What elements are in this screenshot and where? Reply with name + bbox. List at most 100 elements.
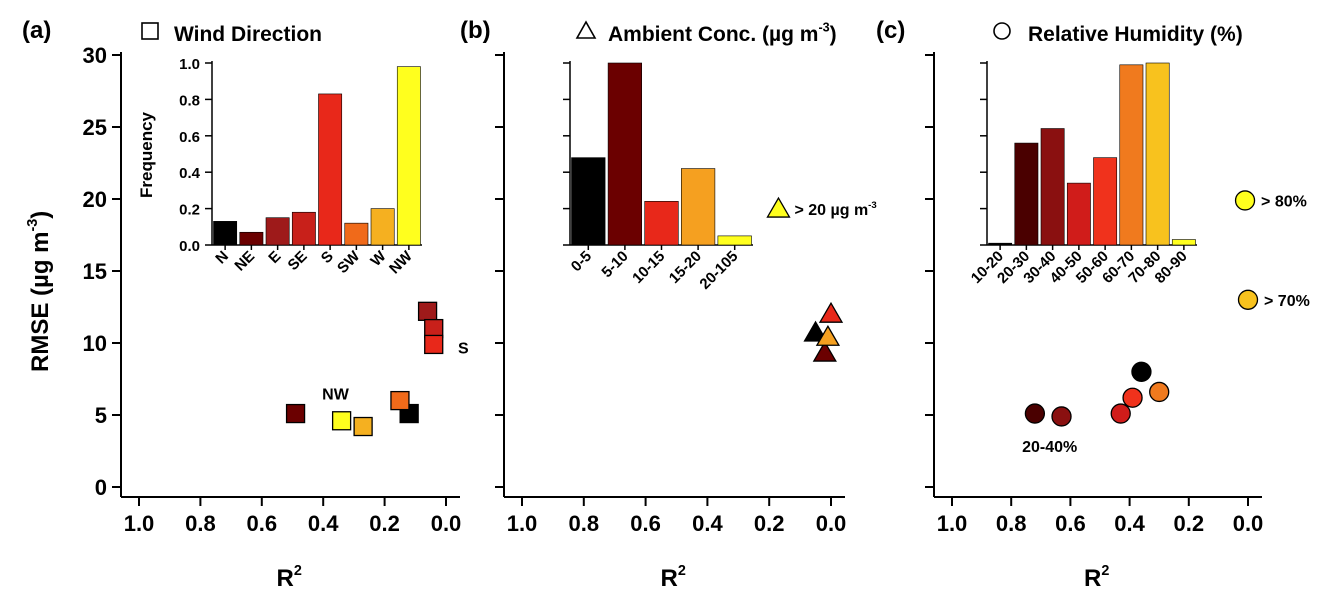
inset-x-tick-label: N [212, 248, 232, 268]
inset-y-tick-label: 0.2 [179, 202, 200, 219]
legend-label: Ambient Conc. (µg m-3) [608, 21, 837, 46]
x-axis-label-main: R [1084, 565, 1101, 592]
inset-bar [239, 231, 264, 246]
x-axis-label-sup: 2 [294, 563, 302, 579]
inset-bar [370, 208, 395, 246]
inset-y-tick-label: 0.8 [179, 92, 200, 109]
panel-b: (b) Ambient Conc. (µg m-3)1.0 0.8 0.6 0.4 0.2… [460, 17, 877, 592]
scatter-point-10-20 [1131, 361, 1152, 382]
x-tick-label: 0.6 [630, 511, 661, 536]
scatter-point-NW [331, 411, 352, 431]
x-tick-label: 0.8 [996, 511, 1027, 536]
y-tick-label: 15 [83, 259, 107, 284]
inset-y-tick-label: 1.0 [179, 56, 200, 73]
inset-y-tick-label: 0.0 [179, 238, 200, 255]
inset-bar [988, 242, 1013, 246]
annotation-label: > 70% [1264, 293, 1310, 310]
y-tick-label: 0 [95, 475, 107, 500]
legend-circle-icon [993, 22, 1011, 40]
x-tick-label: 0.8 [569, 511, 600, 536]
x-tick-label: 0.6 [247, 511, 278, 536]
inset-bar [1014, 142, 1039, 246]
x-axis-label: R2 [661, 563, 686, 592]
inset-x-tick-label: NE [231, 248, 258, 275]
inset-x-tick-label: E [265, 248, 284, 267]
inset-bar [680, 168, 716, 246]
inset-bar [1171, 239, 1196, 246]
inset-bar [213, 221, 238, 246]
scatter-point-70-80 [1237, 289, 1259, 310]
x-axis-label: R2 [277, 563, 302, 592]
panel-a: (a) Wind Direction 0 5 10 15 20 25 30 1.0 0.8 0.6 0.… [22, 17, 469, 592]
inset-bar [344, 222, 369, 246]
panel-c: (c) Relative Humidity (%) 1.0 0.8 0.6 0.4 0.2 0… [876, 17, 1310, 592]
inset-bar [644, 201, 679, 246]
scatter-point-40-50 [1110, 403, 1131, 424]
inset-bar [318, 93, 343, 246]
scatter-point-SW [390, 390, 410, 411]
x-tick-label: 0.4 [692, 511, 723, 536]
inset-bar [571, 157, 606, 246]
scatter-point-30-40 [1051, 406, 1072, 427]
legend-label-main: Ambient Conc. (µg m [608, 23, 818, 46]
x-axis-label-main: R [277, 565, 294, 592]
inset-bar [291, 211, 316, 246]
x-tick-label: 1.0 [507, 511, 538, 536]
annotation-label: > 20 µg m-3 [794, 200, 876, 219]
inset-bar [1093, 157, 1118, 246]
x-tick-label: 0.6 [1055, 511, 1086, 536]
scatter-point-50-60 [1122, 387, 1143, 408]
legend-label-close: ) [830, 23, 837, 46]
inset-bar [1119, 64, 1144, 246]
inset-bar [607, 62, 642, 246]
y-axis-label-sup: -3 [25, 219, 41, 232]
y-axis-label: RMSE (µg m-3) [25, 211, 54, 372]
inset-x-tick-label: NW [386, 247, 416, 277]
scatter-point-E [417, 301, 438, 321]
inset-bar [265, 217, 290, 246]
inset-x-tick-label: SE [285, 248, 311, 274]
annotation-label: > 80% [1261, 193, 1307, 210]
inset-x-tick-label: 20-105 [696, 248, 741, 293]
inset-bar [1145, 62, 1170, 246]
scatter-point-60-70 [1149, 381, 1170, 403]
legend-label: Wind Direction [174, 23, 322, 46]
x-tick-label: 0.2 [754, 511, 785, 536]
y-tick-label: 30 [83, 43, 107, 68]
scatter-point-20-30 [1024, 403, 1046, 424]
x-tick-label: 0.4 [1114, 511, 1145, 536]
scatter-point-S [424, 334, 444, 355]
scatter-point-10-15 [818, 301, 844, 323]
scatter-point-15-20 [815, 324, 841, 346]
y-tick-label: 25 [83, 115, 107, 140]
x-axis-label-sup: 2 [1101, 563, 1109, 579]
annotation-label: NW [322, 386, 350, 403]
legend-triangle-icon [575, 20, 597, 39]
inset-bar [1040, 128, 1065, 246]
scatter-point-W [353, 416, 373, 437]
y-tick-label: 10 [83, 331, 107, 356]
x-axis-label: R2 [1084, 563, 1109, 592]
inset-bar [717, 235, 752, 246]
scatter-point-NE [285, 403, 306, 424]
x-tick-label: 1.0 [124, 511, 155, 536]
inset-bar [396, 66, 421, 246]
scatter-point-80-90 [1234, 190, 1256, 211]
inset-bar [1066, 182, 1091, 246]
x-tick-label: 0.8 [185, 511, 216, 536]
x-tick-label: 0.2 [1174, 511, 1205, 536]
annotation-label-sup: -3 [868, 200, 877, 211]
y-tick-label: 20 [83, 187, 107, 212]
inset-y-tick-label: 0.6 [179, 129, 200, 146]
inset-y-tick-label: 0.4 [179, 165, 201, 182]
scatter-point-0-5 [803, 320, 828, 342]
x-tick-label: 0.0 [1233, 511, 1264, 536]
x-axis-label-sup: 2 [678, 563, 686, 579]
x-tick-label: 0.0 [431, 511, 462, 536]
panel-label: (c) [876, 17, 905, 44]
annotation-label-main: > 20 µg m [794, 202, 868, 219]
legend-label: Relative Humidity (%) [1028, 23, 1243, 46]
